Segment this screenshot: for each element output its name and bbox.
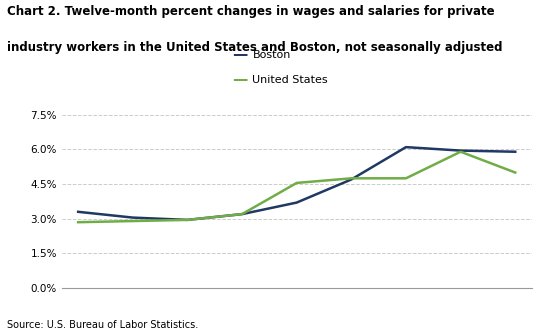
Text: Boston: Boston [252,50,291,60]
Text: United States: United States [252,75,328,85]
Text: industry workers in the United States and Boston, not seasonally adjusted: industry workers in the United States an… [7,41,503,54]
Text: Source: U.S. Bureau of Labor Statistics.: Source: U.S. Bureau of Labor Statistics. [7,320,198,330]
Text: —: — [231,47,247,63]
Text: Chart 2. Twelve-month percent changes in wages and salaries for private: Chart 2. Twelve-month percent changes in… [7,5,495,18]
Text: —: — [231,72,247,88]
